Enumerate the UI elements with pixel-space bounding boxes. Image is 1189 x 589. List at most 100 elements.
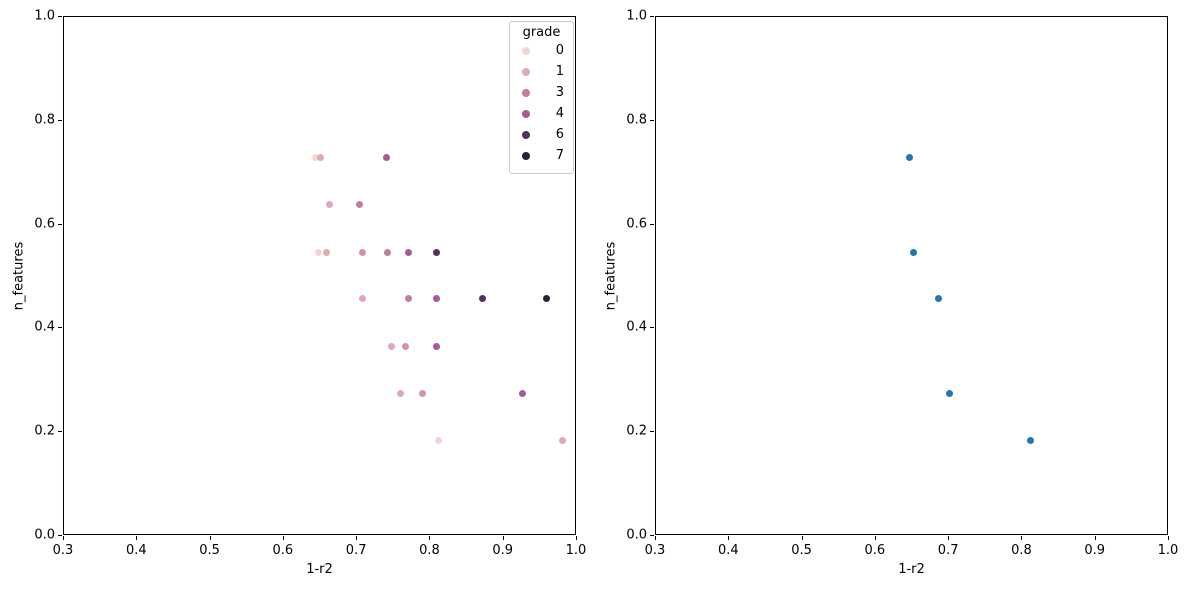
- data-point: [317, 154, 325, 162]
- data-point: [359, 248, 367, 256]
- data-point: [905, 154, 913, 162]
- y-tick-label: 0.0: [34, 527, 55, 543]
- data-point: [312, 154, 320, 162]
- x-tick: [1094, 536, 1096, 540]
- legend-swatch-icon: [522, 109, 530, 118]
- data-point: [405, 248, 413, 256]
- legend-entry: 0: [510, 40, 573, 61]
- y-tick: [650, 223, 654, 225]
- x-tick-label: 0.7: [345, 543, 367, 558]
- y-tick: [650, 119, 654, 121]
- x-tick-label: 0.3: [52, 543, 74, 558]
- legend: grade 0 1 3 4 6 7: [509, 21, 574, 174]
- left-y-axis-label: n_features: [11, 241, 27, 310]
- x-tick-label: 0.5: [791, 543, 812, 558]
- x-tick-label: 0.8: [419, 543, 440, 558]
- x-tick-label: 0.9: [492, 543, 514, 558]
- x-tick: [63, 536, 64, 540]
- legend-entry-label: 3: [555, 85, 564, 101]
- x-tick: [136, 536, 138, 540]
- data-point: [383, 154, 391, 162]
- y-tick: [650, 535, 654, 536]
- x-tick-label: 0.3: [644, 543, 666, 558]
- x-tick: [801, 536, 803, 540]
- x-tick: [356, 536, 358, 540]
- data-point: [433, 295, 441, 303]
- x-tick: [576, 536, 577, 540]
- y-tick-label: 0.4: [34, 319, 55, 335]
- x-tick: [1168, 536, 1169, 540]
- data-point: [387, 342, 395, 350]
- y-tick-label: 0.2: [626, 423, 647, 439]
- y-tick-label: 0.0: [626, 527, 647, 543]
- legend-swatch-icon: [522, 67, 530, 76]
- y-tick: [58, 223, 62, 225]
- x-tick: [948, 536, 950, 540]
- data-point: [543, 295, 551, 303]
- legend-entry-label: 4: [555, 106, 564, 122]
- legend-entry: 7: [510, 145, 573, 166]
- data-point: [559, 437, 567, 445]
- right-scatter-axes: [655, 16, 1168, 535]
- right-x-axis-label: 1-r2: [898, 562, 925, 577]
- left-x-axis-label: 1-r2: [306, 562, 333, 577]
- legend-entry-label: 0: [555, 43, 564, 59]
- data-point: [946, 389, 954, 397]
- y-tick-label: 0.4: [626, 319, 647, 335]
- y-tick: [650, 327, 654, 329]
- legend-entry-label: 1: [555, 64, 564, 80]
- y-tick: [58, 327, 62, 329]
- x-tick-label: 0.6: [272, 543, 294, 558]
- legend-entry: 1: [510, 61, 573, 82]
- x-tick: [429, 536, 431, 540]
- data-point: [404, 295, 412, 303]
- data-point: [401, 342, 409, 350]
- y-tick: [58, 431, 62, 433]
- data-point: [419, 389, 427, 397]
- legend-title: grade: [522, 25, 561, 40]
- legend-entry: 6: [510, 124, 573, 145]
- legend-entry-label: 7: [555, 148, 564, 164]
- legend-swatch-icon: [522, 130, 530, 139]
- x-tick-label: 0.6: [864, 543, 886, 558]
- x-tick: [209, 536, 211, 540]
- y-tick-label: 1.0: [34, 8, 55, 24]
- y-tick-label: 0.2: [34, 423, 55, 439]
- y-tick: [650, 431, 654, 433]
- y-tick-label: 0.6: [626, 216, 647, 232]
- x-tick: [1021, 536, 1023, 540]
- y-tick-label: 0.8: [34, 112, 55, 128]
- legend-entry: 3: [510, 82, 573, 103]
- y-tick-label: 0.8: [626, 112, 647, 128]
- left-scatter-axes: [63, 16, 576, 535]
- y-tick-label: 0.6: [34, 216, 55, 232]
- y-tick: [58, 119, 62, 121]
- x-tick-label: 1.0: [1157, 543, 1179, 558]
- x-tick: [655, 536, 656, 540]
- data-point: [910, 248, 918, 256]
- x-tick: [282, 536, 284, 540]
- y-tick: [58, 16, 62, 17]
- data-point: [326, 201, 334, 209]
- legend-swatch-icon: [522, 151, 530, 160]
- x-tick-label: 0.4: [125, 543, 147, 558]
- data-point: [433, 342, 441, 350]
- data-point: [519, 389, 526, 397]
- x-tick-label: 0.9: [1084, 543, 1106, 558]
- y-tick: [650, 16, 654, 17]
- data-point: [435, 437, 443, 445]
- data-point: [935, 295, 943, 303]
- data-point: [315, 248, 323, 256]
- data-point: [323, 248, 331, 256]
- data-point: [479, 295, 487, 303]
- x-tick: [874, 536, 876, 540]
- legend-entry-label: 6: [555, 127, 564, 143]
- x-tick-label: 0.5: [199, 543, 220, 558]
- legend-entries: 0 1 3 4 6 7: [510, 40, 573, 166]
- data-point: [384, 248, 392, 256]
- data-point: [355, 201, 363, 209]
- x-tick-label: 0.8: [1011, 543, 1032, 558]
- y-tick: [58, 535, 62, 536]
- data-point: [433, 248, 441, 256]
